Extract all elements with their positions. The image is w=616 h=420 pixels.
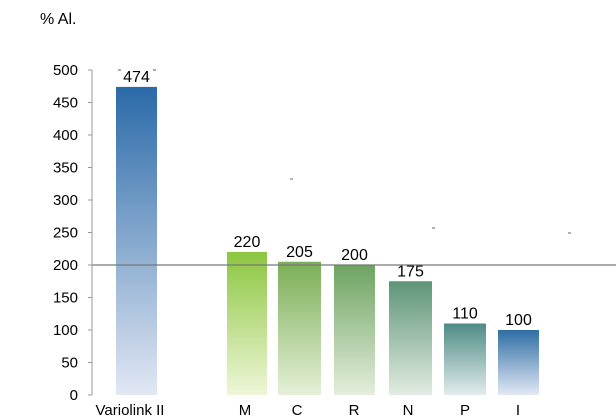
x-category-label: P <box>460 402 470 419</box>
bar-n <box>389 281 432 395</box>
bar-i <box>498 330 539 395</box>
x-category-label: R <box>349 402 360 419</box>
y-tick-label: 500 <box>53 62 78 79</box>
y-axis-label: % Al. <box>40 11 76 28</box>
x-category-label: I <box>516 402 520 419</box>
x-axis: Variolink II M C R N P I <box>96 402 521 419</box>
y-tick-label: 450 <box>53 95 78 112</box>
y-tick-label: 100 <box>53 322 78 339</box>
bar-p <box>444 323 486 395</box>
x-category-label: Variolink II <box>96 402 165 419</box>
bar-m <box>227 252 267 395</box>
x-category-label: C <box>292 402 303 419</box>
data-label: 175 <box>397 263 424 280</box>
x-category-label: M <box>239 402 252 419</box>
y-tick-label: 200 <box>53 257 78 274</box>
data-label: 474 <box>123 69 150 86</box>
y-tick-label: 300 <box>53 192 78 209</box>
data-label: 220 <box>234 234 261 251</box>
bar-r <box>334 265 375 395</box>
data-label: 100 <box>505 312 532 329</box>
y-tick-label: 350 <box>53 160 78 177</box>
bars <box>116 86 539 396</box>
y-tick-label: 250 <box>53 225 78 242</box>
y-tick-label: 150 <box>53 290 78 307</box>
x-category-label: N <box>403 402 414 419</box>
stray-marks <box>118 69 571 234</box>
data-label: 110 <box>452 306 478 323</box>
y-tick-label: 50 <box>61 355 78 372</box>
bar-variolink-ii <box>116 86 157 396</box>
bar-c <box>278 261 321 395</box>
y-tick-label: 0 <box>70 387 78 404</box>
y-axis: 0 50 100 150 200 250 300 350 400 450 500 <box>53 62 92 404</box>
data-label: 205 <box>286 244 313 261</box>
data-label: 200 <box>341 247 368 264</box>
data-labels: 474 220 205 200 175 110 100 <box>123 69 532 329</box>
y-tick-label: 400 <box>53 127 78 144</box>
